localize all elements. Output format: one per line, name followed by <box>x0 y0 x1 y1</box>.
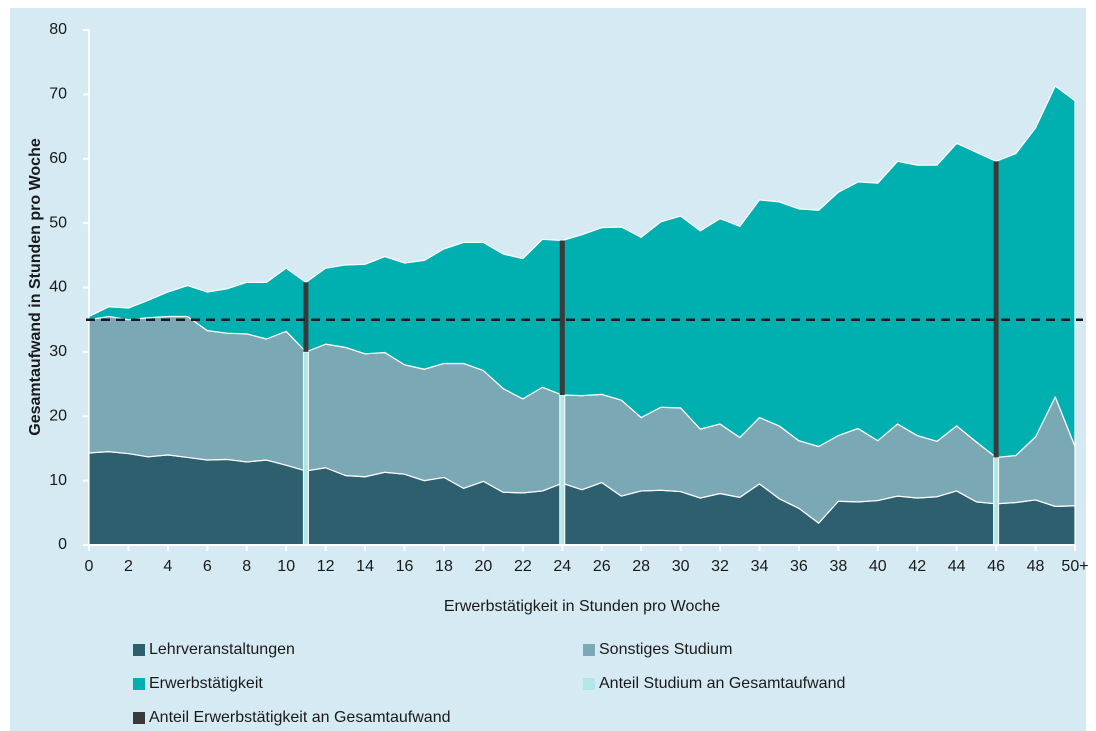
x-tick-label: 14 <box>356 558 374 575</box>
x-tick-label: 18 <box>435 558 453 575</box>
legend-swatch <box>133 712 145 724</box>
y-axis-title: Gesamtaufwand in Stunden pro Woche <box>27 138 44 436</box>
area <box>88 85 1076 459</box>
x-tick-label: 22 <box>514 558 532 575</box>
legend-label: Anteil Erwerbstätigkeit an Gesamtaufwand <box>149 709 450 726</box>
work-share-bar <box>303 282 309 352</box>
y-tick-label: 60 <box>49 150 67 167</box>
study-share-bar <box>559 394 566 546</box>
y-tick-label: 50 <box>49 214 67 231</box>
y-tick-label: 30 <box>49 343 67 360</box>
x-tick-label: 34 <box>751 558 769 575</box>
x-tick-label: 40 <box>869 558 887 575</box>
x-tick-label: 2 <box>124 558 133 575</box>
x-tick-label: 28 <box>632 558 650 575</box>
study-share-bar <box>302 351 309 546</box>
x-tick-label: 24 <box>553 558 571 575</box>
legend-label: Erwerbstätigkeit <box>149 675 263 692</box>
x-tick-label: 6 <box>203 558 212 575</box>
x-tick-label: 4 <box>163 558 172 575</box>
legend-swatch <box>133 678 145 690</box>
legend-swatch <box>133 644 145 656</box>
legend-swatch <box>583 644 595 656</box>
x-tick-label: 42 <box>908 558 926 575</box>
legend-label: Anteil Studium an Gesamtaufwand <box>599 675 845 692</box>
x-tick-label: 48 <box>1027 558 1045 575</box>
legend-swatch <box>583 678 595 690</box>
x-tick-label: 36 <box>790 558 808 575</box>
x-tick-label: 8 <box>242 558 251 575</box>
work-share-bar <box>993 161 999 458</box>
y-tick-label: 70 <box>49 86 67 103</box>
y-tick-label: 80 <box>49 21 67 38</box>
y-tick-label: 10 <box>49 472 67 489</box>
x-tick-label: 44 <box>948 558 966 575</box>
x-tick-label: 10 <box>277 558 295 575</box>
x-tick-label: 16 <box>396 558 414 575</box>
x-tick-label: 32 <box>711 558 729 575</box>
y-tick-label: 40 <box>49 279 67 296</box>
x-tick-label: 20 <box>475 558 493 575</box>
x-tick-label: 0 <box>85 558 94 575</box>
y-tick-label: 0 <box>58 536 67 553</box>
x-tick-label: 26 <box>593 558 611 575</box>
work-share-bar <box>559 240 565 396</box>
x-axis-title: Erwerbstätigkeit in Stunden pro Woche <box>444 598 720 615</box>
x-tick-label: 50+ <box>1061 558 1088 575</box>
y-tick-label: 20 <box>49 407 67 424</box>
study-share-bar <box>993 456 1000 546</box>
x-tick-label: 46 <box>987 558 1005 575</box>
legend-label: Sonstiges Studium <box>599 641 732 658</box>
x-tick-label: 38 <box>829 558 847 575</box>
x-tick-label: 30 <box>672 558 690 575</box>
x-tick-label: 12 <box>317 558 335 575</box>
legend-label: Lehrveranstaltungen <box>149 641 295 658</box>
